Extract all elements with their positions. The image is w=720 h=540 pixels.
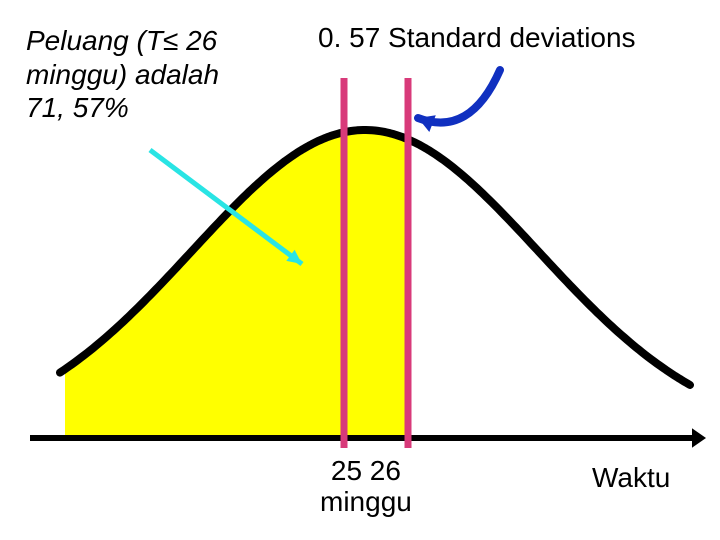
stddev-label: 0. 57 Standard deviations: [318, 22, 636, 54]
probability-label-line3: 71, 57%: [26, 92, 129, 123]
x-axis-label-text: Waktu: [592, 462, 670, 493]
probability-label: Peluang (T≤ 26 minggu) adalah 71, 57%: [26, 24, 219, 125]
x-tick-values: 25 26: [331, 455, 401, 486]
x-axis-label: Waktu: [592, 462, 670, 494]
x-tick-labels: 25 26 minggu: [320, 456, 412, 518]
x-axis-arrowhead: [692, 428, 706, 448]
probability-label-line2: minggu) adalah: [26, 59, 219, 90]
figure-canvas: Peluang (T≤ 26 minggu) adalah 71, 57% 0.…: [0, 0, 720, 540]
x-tick-unit: minggu: [320, 486, 412, 517]
stddev-label-text: 0. 57 Standard deviations: [318, 22, 636, 53]
shaded-area: [65, 130, 405, 438]
pointer-arrow-blue: [418, 70, 500, 123]
probability-label-line1: Peluang (T≤ 26: [26, 25, 217, 56]
